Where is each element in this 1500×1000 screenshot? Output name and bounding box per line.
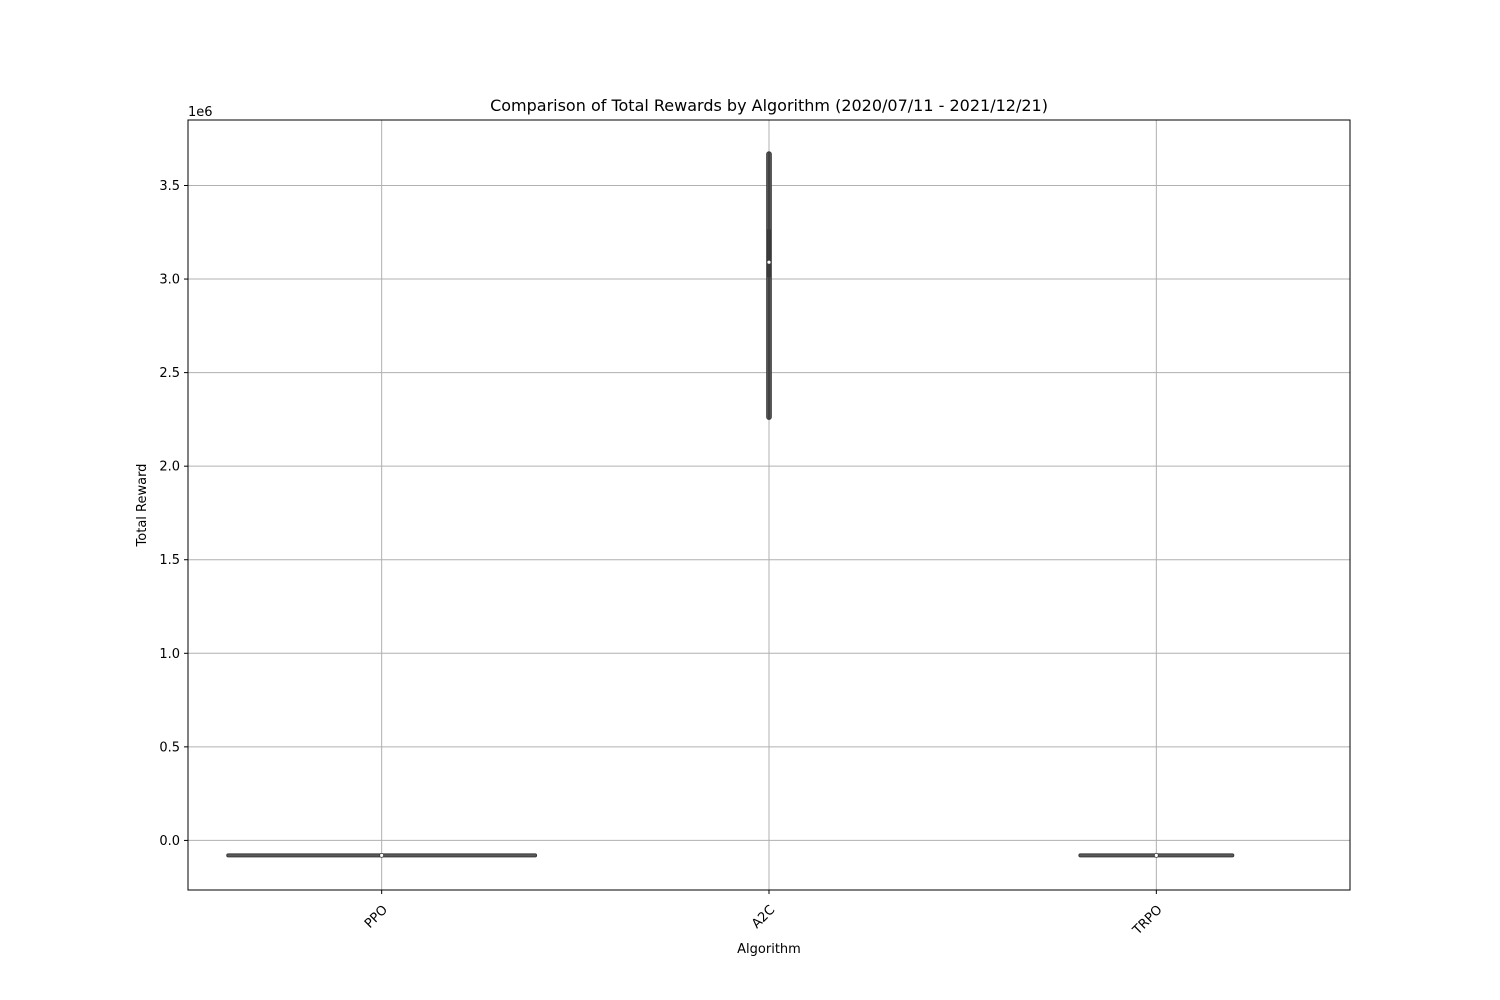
x-tick-label: A2C (749, 903, 778, 932)
y-tick-label: 3.0 (159, 273, 180, 288)
y-tick-label: 1.5 (159, 553, 180, 568)
y-tick-label: 1.0 (159, 647, 180, 662)
violin-iqr-box (766, 229, 772, 278)
y-tick-label: 0.0 (159, 834, 180, 849)
x-axis-label: Algorithm (737, 942, 801, 957)
x-axis-ticks: PPO A2C TRPO (362, 890, 1166, 939)
y-axis-ticks: 0.0 0.5 1.0 1.5 2.0 2.5 3.0 3.5 (159, 179, 188, 849)
violins (226, 151, 1235, 858)
x-tick-label: PPO (362, 903, 391, 932)
violin-median-dot (379, 852, 385, 858)
y-tick-label: 2.5 (159, 366, 180, 381)
chart-title: Comparison of Total Rewards by Algorithm… (490, 96, 1048, 115)
violin-ppo (226, 852, 538, 858)
violin-median-dot (766, 259, 772, 265)
y-axis-offset-label: 1e6 (188, 105, 213, 120)
y-tick-label: 3.5 (159, 179, 180, 194)
y-tick-label: 2.0 (159, 460, 180, 475)
violin-median-dot (1153, 852, 1159, 858)
violin-a2c (766, 151, 772, 420)
y-axis-label: Total Reward (135, 464, 150, 548)
x-tick-label: TRPO (1130, 903, 1166, 939)
y-tick-label: 0.5 (159, 740, 180, 755)
violin-trpo (1078, 852, 1235, 858)
